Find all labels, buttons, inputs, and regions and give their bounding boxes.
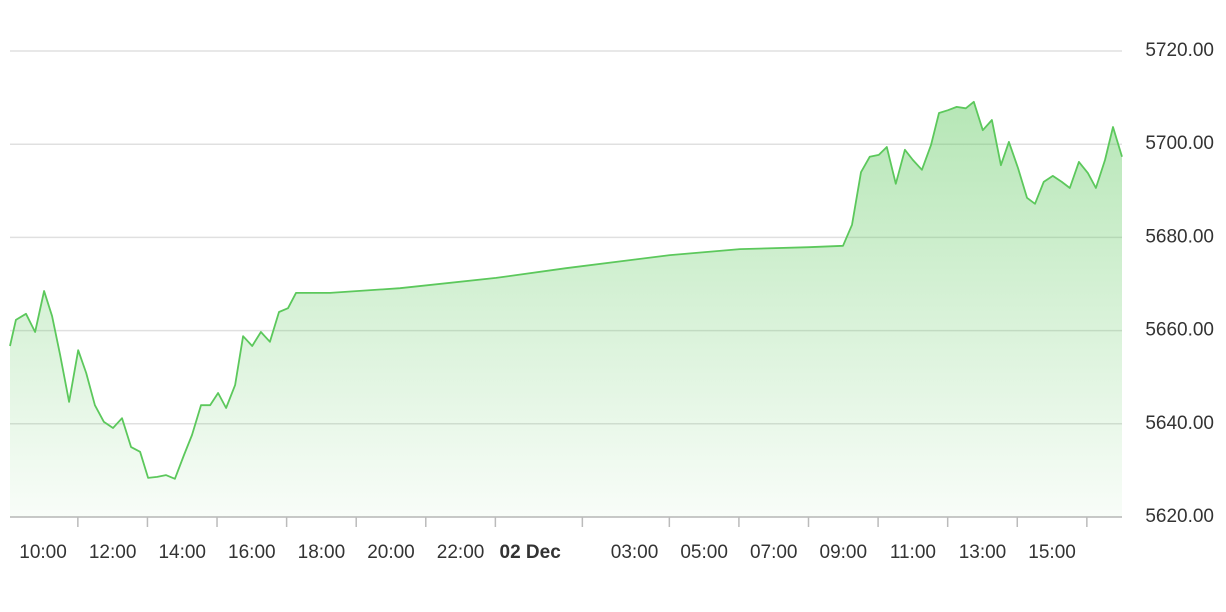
x-tick-label: 11:00 <box>890 542 936 563</box>
y-tick-label: 5680.00 <box>1145 226 1214 247</box>
x-tick-label: 15:00 <box>1028 542 1076 563</box>
area-fill <box>10 101 1122 518</box>
x-tick-label: 14:00 <box>158 542 206 563</box>
x-tick-label: 16:00 <box>228 542 276 563</box>
y-tick-label: 5700.00 <box>1145 133 1214 154</box>
y-tick-label: 5720.00 <box>1145 40 1214 61</box>
x-tick-label: 03:00 <box>611 542 659 563</box>
x-tick-label: 20:00 <box>367 542 415 563</box>
x-tick-label: 09:00 <box>820 542 868 563</box>
y-tick-label: 5640.00 <box>1145 413 1214 434</box>
price-line <box>9 100 1123 480</box>
x-tick-label: 02 Dec <box>500 542 562 563</box>
x-tick-label: 22:00 <box>437 542 485 563</box>
y-tick-label: 5660.00 <box>1145 320 1214 341</box>
x-tick-label: 07:00 <box>750 542 798 563</box>
x-tick-label: 12:00 <box>89 542 137 563</box>
x-tick-label: 10:00 <box>19 542 67 563</box>
x-tick-label: 13:00 <box>959 542 1007 563</box>
x-tick-label: 05:00 <box>680 542 728 563</box>
x-tick-label: 18:00 <box>298 542 346 563</box>
y-tick-label: 5620.00 <box>1145 506 1214 527</box>
